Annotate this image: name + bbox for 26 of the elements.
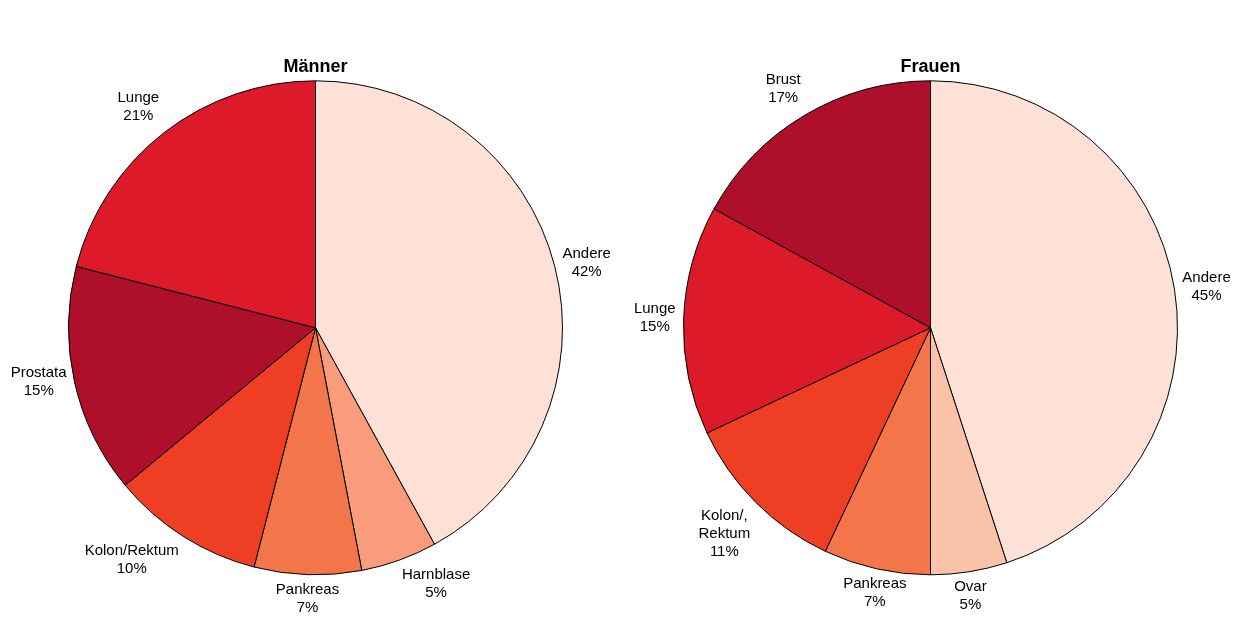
data-label: 5% <box>959 595 982 613</box>
data-label: 15% <box>639 317 670 335</box>
data-label: 11% <box>709 541 739 559</box>
slice-label: Pankreas <box>275 580 340 598</box>
data-label: 7% <box>864 592 886 610</box>
slice-label: Brust <box>765 69 802 87</box>
slice-label: Harnblase <box>401 565 471 583</box>
data-label: 5% <box>425 583 447 601</box>
slice-label: Andere <box>1182 267 1231 285</box>
slice-label: Ovar <box>954 577 987 595</box>
data-label: 21% <box>123 105 154 123</box>
slice-label: Lunge <box>117 87 160 105</box>
slice-label: Pankreas <box>843 574 907 592</box>
slice-label: Kolon/Rektum <box>84 540 179 558</box>
slice-label: Andere <box>562 244 611 262</box>
data-label: 10% <box>116 558 147 576</box>
data-label: 42% <box>571 262 602 280</box>
chart-title: Männer <box>283 55 348 76</box>
data-label: 45% <box>1191 285 1222 303</box>
slice-label: Lunge <box>633 299 676 317</box>
data-label: 15% <box>23 381 54 399</box>
data-label: 17% <box>768 87 799 105</box>
slice-label: Prostata <box>10 363 68 381</box>
data-label: 7% <box>296 598 319 616</box>
slice-label: Kolon/, Rektum <box>698 505 751 541</box>
chart-title: Frauen <box>900 55 961 76</box>
